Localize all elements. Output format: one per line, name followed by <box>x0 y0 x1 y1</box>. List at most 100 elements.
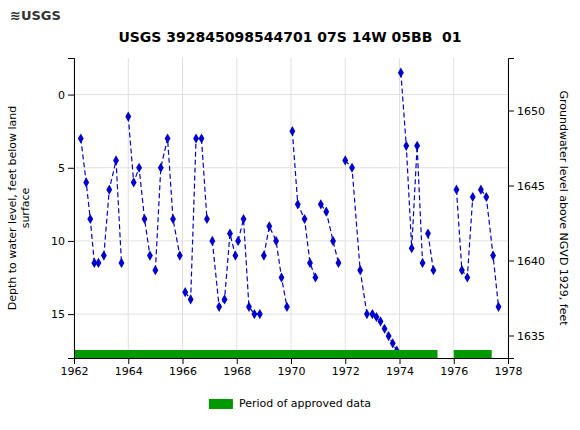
marker <box>483 192 489 202</box>
marker <box>136 163 142 173</box>
marker <box>87 214 93 224</box>
grid-line <box>74 314 508 315</box>
marker <box>188 294 194 304</box>
tick: 1640 <box>508 255 545 268</box>
tick-label: 1976 <box>440 365 468 378</box>
tick: 5 <box>58 162 74 175</box>
marker <box>241 214 247 224</box>
tick-label: 1645 <box>517 180 545 193</box>
marker <box>284 302 290 312</box>
legend-swatch <box>209 399 233 409</box>
chart: ≋USGS USGS 392845098544701 07S 14W 05BB 0… <box>0 0 580 430</box>
marker <box>235 236 241 246</box>
marker <box>490 250 496 260</box>
marker <box>227 229 233 239</box>
marker <box>382 324 388 334</box>
marker <box>302 214 308 224</box>
grid-line <box>74 240 508 241</box>
marker <box>222 294 228 304</box>
tick-mark <box>68 95 74 96</box>
tick: 10 <box>51 235 74 248</box>
marker <box>409 243 415 253</box>
axis-domain <box>509 59 515 359</box>
marker <box>386 331 392 341</box>
tick-mark <box>128 358 129 364</box>
tick-mark <box>291 358 292 364</box>
tick: 1962 <box>61 358 89 378</box>
marker <box>496 302 502 312</box>
legend: Period of approved data <box>209 397 371 410</box>
tick: 1966 <box>169 358 197 378</box>
tick: 15 <box>51 308 74 321</box>
marker <box>295 199 301 209</box>
plot: 1962196419661968197019721974197619780510… <box>6 58 570 378</box>
marker <box>336 258 342 268</box>
marker <box>251 309 257 319</box>
tick-mark <box>508 261 514 262</box>
marker <box>289 126 295 136</box>
marker <box>330 236 336 246</box>
marker <box>147 250 153 260</box>
y2-axis-title: Groundwater level above NGVD 1929, feet <box>557 90 570 326</box>
marker <box>266 221 272 231</box>
y2-axis: 1635 1640 1645 1650 <box>508 59 545 359</box>
marker <box>454 185 460 195</box>
tick-mark <box>508 186 514 187</box>
tick-mark <box>454 358 455 364</box>
marker <box>257 309 263 319</box>
series-line <box>81 73 499 351</box>
axis-domain <box>75 359 509 365</box>
marker <box>378 316 384 326</box>
marker <box>364 309 370 319</box>
tick-label: 1978 <box>495 365 523 378</box>
marker <box>209 236 215 246</box>
marker <box>182 287 188 297</box>
marker <box>430 265 436 275</box>
approved-period <box>74 350 437 358</box>
grid-line <box>399 58 400 358</box>
marker <box>478 185 484 195</box>
marker <box>323 207 329 217</box>
marker <box>199 133 205 143</box>
marker <box>131 177 137 187</box>
tick-label: 1968 <box>223 365 251 378</box>
legend-label: Period of approved data <box>239 397 371 410</box>
marker <box>204 214 210 224</box>
tick: 1970 <box>278 358 306 378</box>
grid-line <box>291 58 292 358</box>
marker <box>470 192 476 202</box>
y-axis-title: Depth to water level, feet below landsur… <box>6 106 32 311</box>
marker <box>279 272 285 282</box>
tick-mark <box>68 241 74 242</box>
tick: 1635 <box>508 330 545 343</box>
grid-line <box>345 58 346 358</box>
marker <box>342 155 348 165</box>
tick-label: 1962 <box>61 365 89 378</box>
marks <box>74 68 501 358</box>
tick-label: 1964 <box>115 365 143 378</box>
tick-mark <box>237 358 238 364</box>
x-axis: 1962 1964 1966 1968 1970 1972 1974 1976 1978 <box>61 358 523 378</box>
grid-line <box>236 58 237 358</box>
marker <box>403 141 409 151</box>
title: USGS 392845098544701 07S 14W 05BB 01 <box>118 29 461 45</box>
marker <box>459 265 465 275</box>
marker <box>193 133 199 143</box>
tick-label: 15 <box>51 308 65 321</box>
marker <box>216 302 222 312</box>
grid-line <box>182 58 183 358</box>
marker <box>101 250 107 260</box>
tick-label: 1650 <box>517 105 545 118</box>
tick: 1964 <box>115 358 143 378</box>
tick-mark <box>508 336 514 337</box>
marker <box>261 250 267 260</box>
marker <box>177 250 183 260</box>
marker <box>152 265 158 275</box>
tick-label: 1966 <box>169 365 197 378</box>
tick-label: 1972 <box>332 365 360 378</box>
annotation: ≋USGS <box>10 8 61 23</box>
axis-domain <box>68 59 75 359</box>
tick-label: 1974 <box>386 365 414 378</box>
marker <box>170 214 176 224</box>
marker <box>425 229 431 239</box>
